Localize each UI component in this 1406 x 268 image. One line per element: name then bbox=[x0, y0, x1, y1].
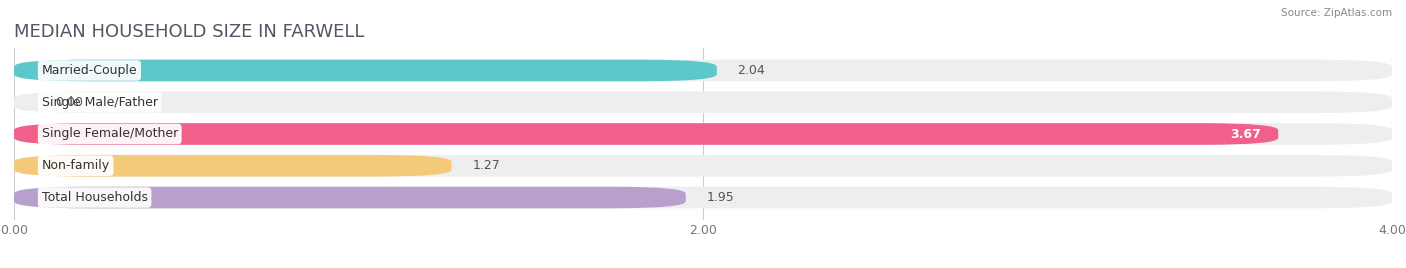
FancyBboxPatch shape bbox=[14, 187, 686, 208]
FancyBboxPatch shape bbox=[14, 60, 1392, 81]
Text: Single Female/Mother: Single Female/Mother bbox=[42, 128, 179, 140]
Text: 3.67: 3.67 bbox=[1230, 128, 1261, 140]
FancyBboxPatch shape bbox=[14, 187, 1392, 208]
Text: 2.04: 2.04 bbox=[738, 64, 765, 77]
Text: Total Households: Total Households bbox=[42, 191, 148, 204]
FancyBboxPatch shape bbox=[14, 123, 1392, 145]
FancyBboxPatch shape bbox=[14, 155, 451, 177]
Text: Non-family: Non-family bbox=[42, 159, 110, 172]
FancyBboxPatch shape bbox=[14, 91, 1392, 113]
Text: Married-Couple: Married-Couple bbox=[42, 64, 138, 77]
Text: 0.00: 0.00 bbox=[55, 96, 83, 109]
Text: 1.95: 1.95 bbox=[706, 191, 734, 204]
Text: MEDIAN HOUSEHOLD SIZE IN FARWELL: MEDIAN HOUSEHOLD SIZE IN FARWELL bbox=[14, 23, 364, 41]
FancyBboxPatch shape bbox=[14, 155, 1392, 177]
Text: Single Male/Father: Single Male/Father bbox=[42, 96, 157, 109]
FancyBboxPatch shape bbox=[14, 123, 1278, 145]
Text: 1.27: 1.27 bbox=[472, 159, 501, 172]
Text: Source: ZipAtlas.com: Source: ZipAtlas.com bbox=[1281, 8, 1392, 18]
FancyBboxPatch shape bbox=[14, 60, 717, 81]
